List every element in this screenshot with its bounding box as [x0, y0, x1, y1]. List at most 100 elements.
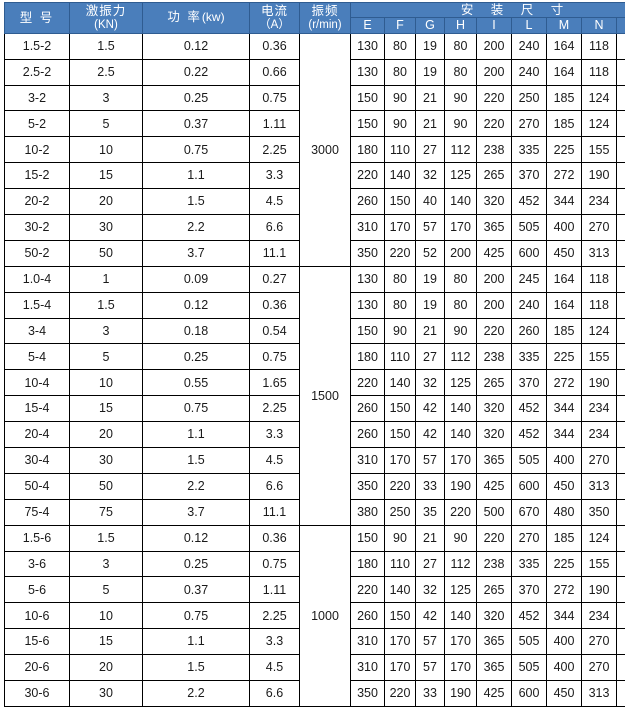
cell-dim-f: 90: [384, 524, 416, 552]
cell-current: 6.6: [249, 680, 300, 707]
cell-power: 0.25: [142, 550, 250, 578]
cell-current: 2.25: [249, 395, 300, 423]
cell-dim-h: 170: [444, 213, 477, 241]
cell-model: 5-6: [4, 576, 70, 604]
cell-power: 3.7: [142, 239, 250, 267]
cell-dim-f: 110: [384, 343, 416, 371]
cell-dim-m: 272: [546, 162, 582, 190]
cell-dim-i: 365: [476, 654, 512, 682]
cell-exciting-force: 20: [69, 188, 143, 215]
cell-dim-l: 260: [511, 317, 547, 345]
cell-dim-h: 140: [444, 395, 477, 423]
cell-dim-h: 125: [444, 162, 477, 190]
cell-frequency: 1500: [299, 265, 351, 526]
cell-exciting-force: 50: [69, 472, 143, 500]
cell-dim-n-count: 4: [616, 58, 625, 86]
cell-dim-n-count: 4: [616, 576, 625, 604]
cell-dim-i: 200: [476, 32, 512, 60]
cell-dim-f: 170: [384, 213, 416, 241]
cell-dim-i: 425: [476, 472, 512, 500]
cell-model: 10-2: [4, 136, 70, 164]
current-label: 电流: [260, 3, 288, 18]
cell-dim-h: 112: [444, 343, 477, 371]
table-body: 1.5-2 1.5 0.12 0.36 3000 130 80 19 80 200 240 164 11…: [4, 32, 625, 708]
cell-dim-i: 220: [476, 317, 512, 345]
cell-power: 0.55: [142, 369, 250, 397]
cell-current: 0.66: [249, 58, 300, 86]
cell-dim-h: 80: [444, 291, 477, 319]
cell-dim-f: 90: [384, 317, 416, 345]
cell-current: 3.3: [249, 628, 300, 656]
cell-dim-m: 450: [546, 239, 582, 267]
cell-dim-n: 270: [581, 628, 617, 656]
table-row: 5-450.250.7518011027112238335225155418: [4, 343, 625, 371]
cell-current: 4.5: [249, 654, 300, 682]
cell-dim-i: 320: [476, 602, 512, 630]
cell-current: 0.27: [249, 265, 300, 293]
cell-dim-n-count: 4: [616, 84, 625, 112]
cell-model: 1.5-4: [4, 291, 70, 319]
cell-power: 1.1: [142, 421, 250, 448]
cell-model: 20-4: [4, 421, 70, 448]
cell-current: 11.1: [249, 239, 300, 267]
cell-exciting-force: 15: [69, 162, 143, 190]
cell-model: 30-2: [4, 213, 70, 241]
cell-dim-e: 310: [350, 628, 385, 656]
cell-dim-h: 80: [444, 32, 477, 60]
cell-dim-i: 365: [476, 213, 512, 241]
cell-dim-h: 80: [444, 265, 477, 293]
cell-dim-i: 265: [476, 369, 512, 397]
cell-dim-n-count: 4: [616, 628, 625, 656]
cell-dim-n-count: 4: [616, 472, 625, 500]
cell-dim-n: 313: [581, 239, 617, 267]
cell-model: 2.5-2: [4, 58, 70, 86]
cell-dim-i: 200: [476, 58, 512, 86]
cell-dim-m: 185: [546, 110, 582, 138]
cell-exciting-force: 30: [69, 680, 143, 707]
cell-dim-f: 90: [384, 84, 416, 112]
cell-dim-l: 452: [511, 188, 547, 215]
cell-current: 6.6: [249, 213, 300, 241]
cell-dim-e: 350: [350, 239, 385, 267]
cell-model: 50-2: [4, 239, 70, 267]
cell-dim-e: 260: [350, 421, 385, 448]
cell-power: 0.09: [142, 265, 250, 293]
cell-dim-g: 57: [415, 213, 445, 241]
cell-dim-l: 245: [511, 265, 547, 293]
cell-current: 1.65: [249, 369, 300, 397]
cell-dim-l: 505: [511, 628, 547, 656]
cell-power: 0.18: [142, 317, 250, 345]
column-header-current: 电流 （A）: [249, 2, 300, 34]
cell-dim-e: 150: [350, 317, 385, 345]
cell-dim-n-count: 4: [616, 524, 625, 552]
cell-dim-g: 19: [415, 291, 445, 319]
cell-dim-l: 370: [511, 162, 547, 190]
cell-dim-n-count: 4: [616, 265, 625, 293]
cell-current: 0.75: [249, 343, 300, 371]
exciting-force-unit: (KN): [94, 18, 118, 31]
cell-model: 1.0-4: [4, 265, 70, 293]
cell-model: 1.5-6: [4, 524, 70, 552]
cell-dim-h: 112: [444, 550, 477, 578]
cell-model: 15-6: [4, 628, 70, 656]
cell-dim-n: 155: [581, 550, 617, 578]
table-header: 型 号 激振力 (KN) 功 率(kw) 电流 （A） 振频 (r/min) 安…: [4, 1, 625, 34]
cell-dim-e: 180: [350, 550, 385, 578]
cell-dim-i: 220: [476, 524, 512, 552]
cell-model: 3-2: [4, 84, 70, 112]
column-header-dim-l: L: [511, 17, 547, 34]
cell-dim-m: 185: [546, 317, 582, 345]
cell-model: 15-4: [4, 395, 70, 423]
cell-dim-n-count: 4: [616, 369, 625, 397]
cell-current: 2.25: [249, 136, 300, 164]
cell-dim-g: 19: [415, 32, 445, 60]
cell-dim-l: 505: [511, 654, 547, 682]
cell-dim-m: 400: [546, 447, 582, 474]
column-header-installation-dimensions: 安 装 尺 寸: [349, 1, 625, 19]
cell-dim-i: 220: [476, 110, 512, 138]
cell-model: 30-6: [4, 680, 70, 707]
cell-current: 1.11: [249, 110, 300, 138]
